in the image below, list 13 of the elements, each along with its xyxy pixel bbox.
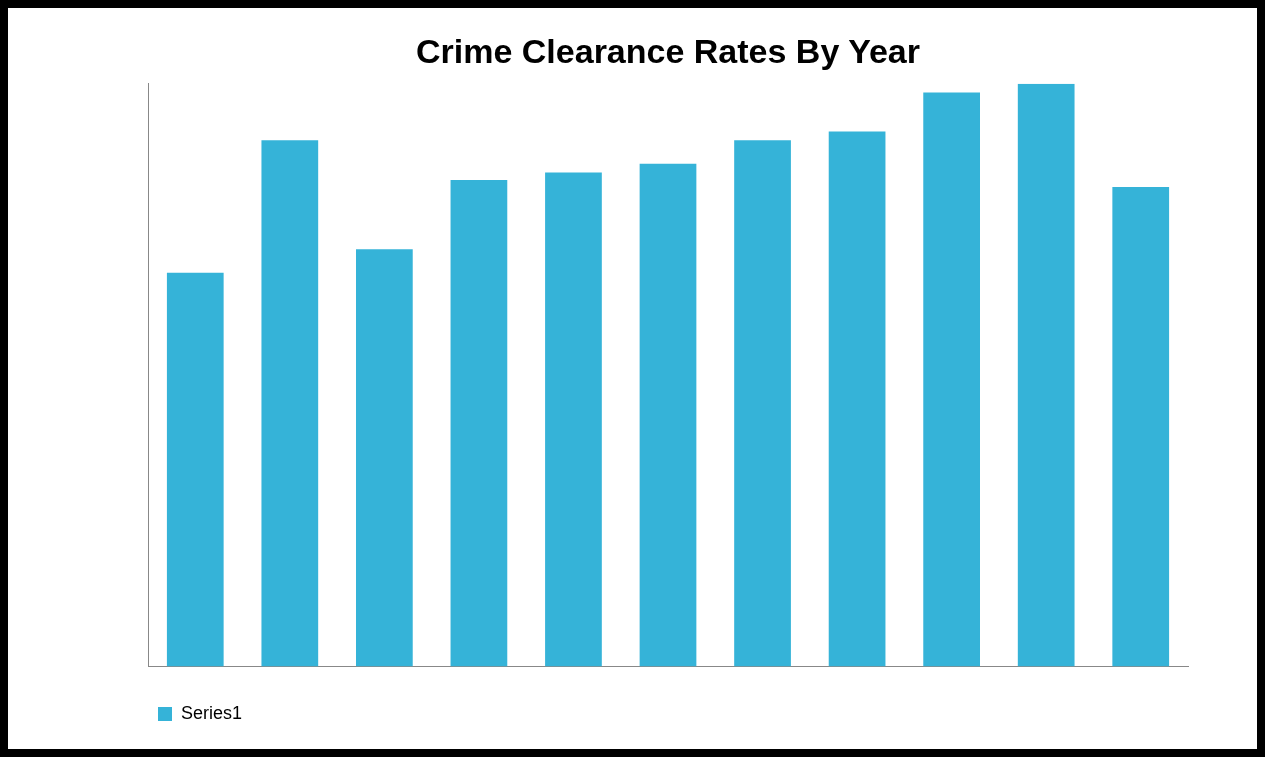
bar — [1017, 83, 1075, 667]
bar — [923, 92, 980, 667]
bar — [166, 272, 224, 667]
bar — [545, 172, 602, 667]
bar — [734, 140, 791, 667]
bar — [639, 163, 697, 667]
chart-title: Crime Clearance Rates By Year — [415, 31, 921, 70]
bar — [450, 179, 508, 667]
bar — [356, 249, 413, 667]
bar — [261, 140, 319, 667]
bar — [1112, 186, 1170, 667]
legend-label: Series1 — [181, 702, 243, 723]
bar — [828, 131, 886, 667]
